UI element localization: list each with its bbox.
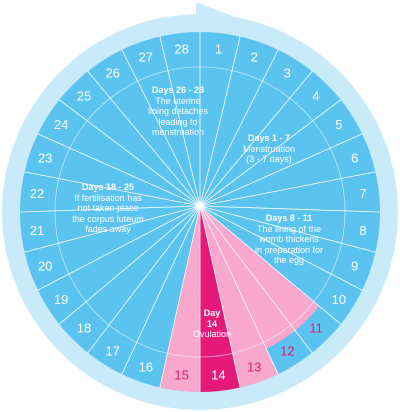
day-number-12: 12	[280, 343, 294, 358]
day-number-3: 3	[284, 66, 291, 81]
ovulation-label: Day 14 Ovulation	[186, 308, 238, 340]
day-number-22: 22	[30, 186, 44, 201]
day-wedge-12	[200, 206, 295, 349]
lining-thickens-body: The lining of the womb thickens in prepa…	[254, 223, 324, 266]
wedge-divider	[199, 36, 241, 207]
menstruation-heading: Days 1 - 7	[247, 133, 291, 143]
cycle-direction-arrow	[196, 2, 248, 42]
wedge-divider	[159, 36, 201, 207]
day-number-15: 15	[174, 368, 188, 383]
wedge-divider	[19, 205, 201, 213]
wedge-divider	[199, 49, 279, 207]
lining-thickens-heading: Days 8 - 11	[265, 213, 313, 223]
day-number-4: 4	[312, 89, 319, 104]
day-number-19: 19	[54, 292, 68, 307]
day-number-6: 6	[351, 150, 358, 165]
wedge-divider	[37, 133, 201, 207]
day-number-5: 5	[335, 117, 342, 132]
day-number-25: 25	[77, 89, 91, 104]
ovulation-body: Ovulation	[192, 329, 232, 339]
day-number-13: 13	[247, 359, 261, 374]
wedge-divider	[199, 133, 363, 207]
wedge-divider	[59, 99, 201, 207]
wedge-divider	[24, 205, 201, 253]
wedge-divider	[199, 205, 381, 213]
inner-ring-line	[54, 66, 346, 358]
ovulation-heading: Day 14	[203, 308, 221, 329]
wedge-divider	[121, 205, 201, 375]
wedge-divider	[59, 205, 201, 325]
day-number-2: 2	[251, 50, 258, 65]
day-number-28: 28	[174, 42, 188, 57]
lining-detaches-body: The uterine lining detaches leading to m…	[147, 95, 209, 138]
menstruation-body: Menstruation (3 - 7 days)	[242, 143, 296, 165]
lining-detaches-label: Days 26 - 28 The uterine lining detaches…	[132, 85, 224, 138]
wedge-divider	[87, 205, 201, 353]
day-number-1: 1	[215, 42, 222, 57]
wedge-divider	[159, 205, 201, 388]
day-number-24: 24	[54, 117, 68, 132]
wedge-divider	[199, 71, 313, 207]
day-number-23: 23	[38, 150, 52, 165]
day-number-11: 11	[309, 321, 323, 336]
day-number-17: 17	[105, 343, 119, 358]
wedge-divider	[199, 205, 313, 353]
day-numbers: 1234567891011121314151617181920212223242…	[30, 42, 367, 383]
day-number-16: 16	[139, 359, 153, 374]
wedge-divider	[199, 99, 341, 207]
day-number-14: 14	[211, 368, 225, 383]
wedge-dividers	[19, 32, 381, 392]
day-wedge-11	[200, 206, 319, 331]
day-wedge-13	[200, 206, 279, 388]
day-number-27: 27	[139, 50, 153, 65]
wedge-divider	[199, 205, 376, 253]
wedge-divider	[199, 205, 341, 325]
wedge-divider	[87, 71, 201, 207]
wedge-divider	[121, 49, 201, 207]
wedge-divider	[199, 205, 279, 375]
wedge-divider	[199, 171, 376, 207]
lining-thickens-label: Days 8 - 11 The lining of the womb thick…	[246, 213, 332, 266]
day-number-18: 18	[77, 321, 91, 336]
day-number-21: 21	[30, 223, 44, 238]
wedge-divider	[37, 205, 201, 291]
wedge-divider	[24, 171, 201, 207]
day-number-9: 9	[351, 259, 358, 274]
day-number-10: 10	[332, 292, 346, 307]
wedge-divider	[199, 205, 363, 291]
corpus-luteum-heading: Days 18 - 25	[81, 182, 135, 192]
day-number-26: 26	[105, 66, 119, 81]
day-number-7: 7	[359, 186, 366, 201]
menstruation-label: Days 1 - 7 Menstruation (3 - 7 days)	[222, 133, 316, 165]
corpus-luteum-label: Days 18 - 25 If fertilisation has not ta…	[52, 182, 164, 235]
corpus-luteum-body: If fertilisation has not taken place the…	[72, 192, 144, 235]
day-number-8: 8	[359, 223, 366, 238]
wedge-divider	[199, 205, 241, 388]
day-number-20: 20	[38, 259, 52, 274]
lining-detaches-heading: Days 26 - 28	[151, 85, 205, 95]
